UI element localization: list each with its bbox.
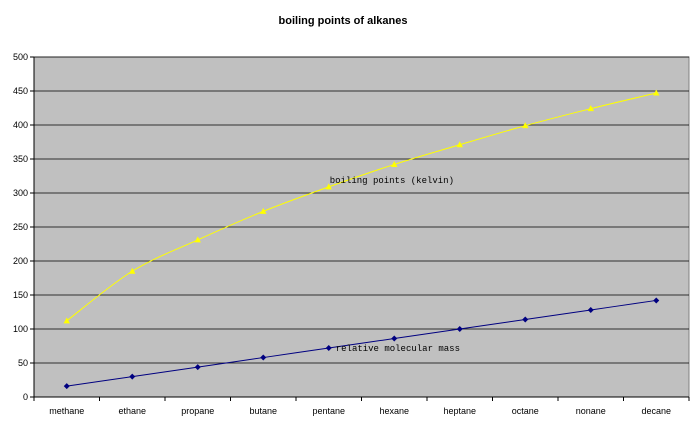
data-point — [194, 236, 201, 243]
data-point — [522, 316, 529, 323]
y-tick-label: 350 — [13, 154, 28, 164]
x-tick-label: propane — [181, 406, 214, 416]
y-tick-label: 400 — [13, 120, 28, 130]
series-line — [66, 92, 657, 322]
data-point — [63, 317, 70, 324]
series-label-boiling-points: boiling points (kelvin) — [330, 176, 454, 186]
axes: 0 50 100 150 200 250 300 350 400 450 500 methane eth… — [13, 52, 690, 416]
data-point — [522, 122, 529, 129]
series-1 — [63, 297, 660, 390]
x-tick-label: nonane — [576, 406, 606, 416]
x-tick-label: ethane — [118, 406, 146, 416]
y-tick-label: 0 — [23, 392, 28, 402]
data-point — [129, 267, 136, 274]
series-annotations: boiling points (kelvin) relative molecula… — [330, 176, 460, 354]
data-point — [587, 105, 594, 112]
data-point — [325, 183, 332, 190]
x-tick-label: octane — [512, 406, 539, 416]
gridlines — [34, 56, 689, 364]
y-tick-label: 50 — [18, 358, 28, 368]
y-tick-label: 450 — [13, 86, 28, 96]
data-point — [260, 354, 267, 361]
data-point — [260, 207, 267, 214]
x-tick-label: heptane — [443, 406, 476, 416]
series-layer — [63, 89, 660, 390]
y-tick-label: 200 — [13, 256, 28, 266]
series-0 — [63, 89, 660, 324]
x-tick-label: butane — [249, 406, 277, 416]
y-tick-label: 500 — [13, 52, 28, 62]
y-tick-label: 250 — [13, 222, 28, 232]
x-tick-label: pentane — [312, 406, 345, 416]
y-tick-label: 150 — [13, 290, 28, 300]
y-tick-label: 300 — [13, 188, 28, 198]
chart-title: boiling points of alkanes — [279, 15, 408, 27]
series-line — [66, 299, 657, 387]
data-point — [194, 364, 201, 371]
y-tick-label: 100 — [13, 324, 28, 334]
data-point — [653, 89, 660, 96]
data-point — [653, 297, 660, 304]
data-point — [63, 383, 70, 390]
data-point — [129, 373, 136, 380]
series-label-molecular-mass: relative molecular mass — [336, 344, 460, 354]
data-point — [587, 306, 594, 313]
data-point — [391, 335, 398, 342]
data-point — [456, 326, 463, 332]
x-tick-label: hexane — [379, 406, 409, 416]
data-point — [325, 345, 332, 352]
data-point — [456, 141, 463, 148]
x-tick-label: methane — [49, 406, 84, 416]
data-point — [391, 160, 398, 167]
x-tick-label: decane — [641, 406, 671, 416]
